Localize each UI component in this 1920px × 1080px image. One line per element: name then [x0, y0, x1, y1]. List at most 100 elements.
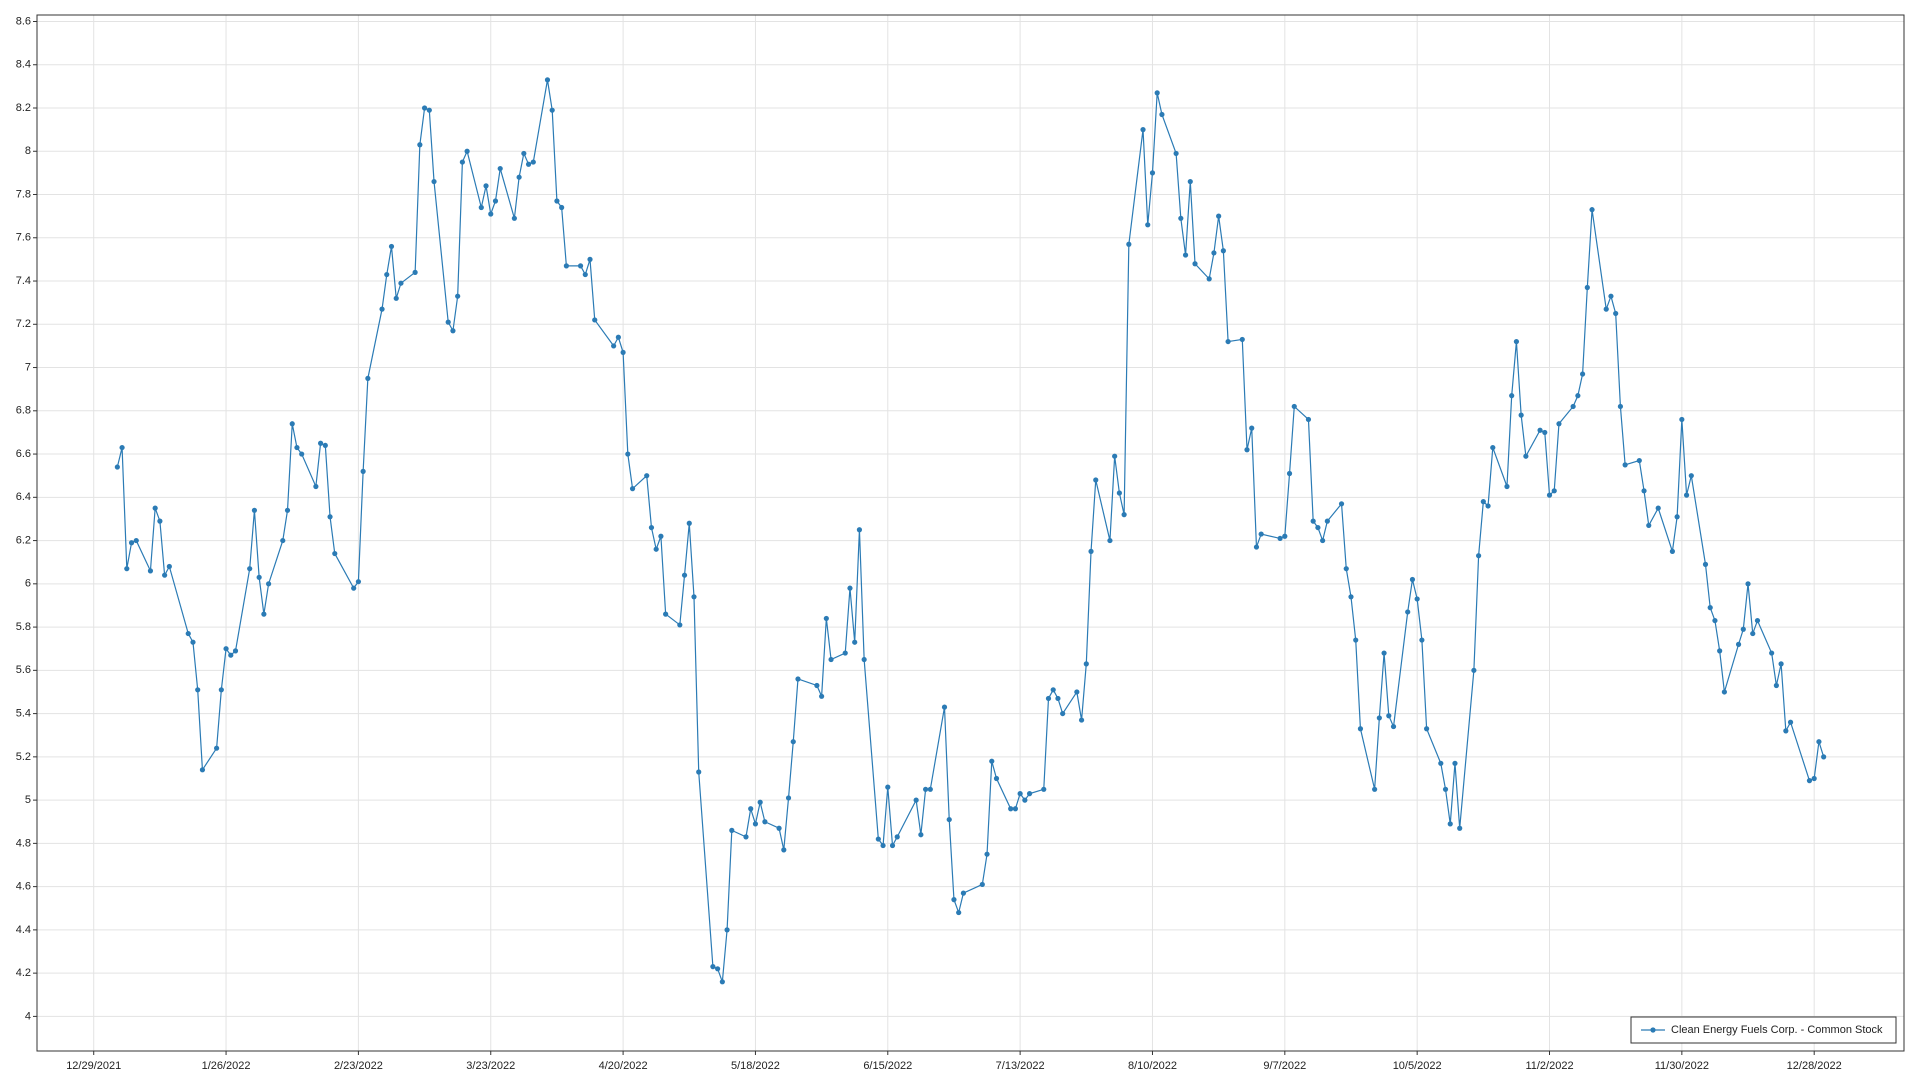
data-point: [162, 572, 168, 578]
data-point: [1556, 421, 1562, 427]
data-point: [1405, 609, 1411, 615]
data-point: [1679, 416, 1685, 423]
data-point: [1683, 492, 1690, 498]
data-point: [1570, 403, 1576, 410]
data-point: [1509, 393, 1515, 399]
data-point: [785, 795, 792, 801]
data-point: [1513, 338, 1520, 345]
data-point: [1008, 806, 1014, 812]
data-point: [979, 881, 985, 888]
data-point: [1773, 682, 1779, 689]
data-point: [941, 704, 948, 710]
data-point: [1688, 473, 1694, 479]
data-point: [388, 243, 395, 250]
y-tick-label: 7.4: [16, 275, 31, 287]
data-point: [1017, 791, 1023, 797]
data-point: [828, 656, 834, 663]
data-point: [1646, 522, 1652, 529]
data-point: [790, 739, 796, 745]
data-point: [913, 797, 919, 803]
data-point: [1012, 806, 1019, 812]
data-point: [757, 799, 763, 805]
data-point: [266, 581, 272, 587]
data-point: [1636, 457, 1642, 464]
data-point: [677, 622, 683, 628]
data-point: [681, 572, 688, 578]
x-tick-label: 7/13/2022: [996, 1060, 1045, 1072]
data-point: [459, 159, 465, 165]
data-point: [360, 468, 366, 474]
data-point: [1244, 447, 1250, 453]
data-point: [1083, 661, 1089, 667]
data-point: [686, 520, 692, 526]
data-point: [365, 375, 371, 381]
data-point: [922, 786, 929, 792]
data-point: [147, 568, 154, 574]
data-point: [1126, 241, 1132, 247]
data-point: [1603, 306, 1609, 312]
data-point: [1674, 514, 1680, 520]
data-point: [989, 758, 995, 764]
data-point: [1291, 403, 1297, 410]
data-point: [355, 579, 362, 585]
data-point: [1740, 626, 1746, 632]
data-point: [842, 650, 848, 656]
data-point: [1353, 637, 1359, 643]
y-tick-label: 4.6: [16, 881, 31, 893]
data-point: [1338, 501, 1345, 507]
data-point: [1721, 689, 1727, 695]
data-point: [1787, 719, 1794, 725]
data-point: [1145, 222, 1151, 228]
data-point: [450, 328, 456, 334]
data-point: [497, 165, 503, 172]
x-tick-label: 12/29/2021: [66, 1060, 121, 1072]
data-point: [653, 546, 659, 552]
data-point: [1107, 537, 1113, 544]
data-point: [1182, 252, 1189, 258]
data-point: [715, 966, 721, 972]
data-point: [289, 421, 295, 427]
data-point: [1707, 605, 1713, 611]
y-tick-label: 4.8: [16, 837, 31, 849]
data-point: [256, 574, 262, 580]
data-point: [218, 687, 224, 693]
data-point: [781, 847, 787, 853]
data-point: [1613, 310, 1619, 317]
data-point: [1476, 553, 1482, 559]
data-point: [421, 105, 428, 111]
data-point: [918, 832, 924, 838]
data-point: [322, 442, 328, 449]
data-point: [729, 827, 735, 833]
data-point: [724, 927, 730, 933]
data-point: [313, 483, 319, 490]
data-point: [861, 656, 867, 663]
data-point: [1187, 178, 1193, 185]
data-point: [455, 293, 461, 299]
data-point: [1783, 728, 1789, 734]
data-point: [1149, 170, 1156, 176]
data-point: [946, 816, 952, 823]
data-point: [960, 890, 967, 896]
data-point: [1381, 650, 1387, 656]
data-point: [1041, 786, 1047, 792]
data-point: [284, 507, 291, 513]
data-point: [1060, 710, 1066, 717]
data-point: [1485, 503, 1491, 509]
legend: Clean Energy Fuels Corp. - Common Stock: [1630, 1016, 1897, 1044]
data-point: [332, 550, 338, 557]
data-point: [559, 204, 565, 211]
data-point: [128, 540, 135, 546]
y-tick-label: 8.6: [16, 15, 31, 27]
data-point: [1579, 371, 1586, 377]
legend-label: Clean Energy Fuels Corp. - Common Stock: [1671, 1024, 1883, 1036]
data-point: [1211, 250, 1217, 256]
data-point: [663, 611, 669, 617]
data-point: [889, 842, 896, 849]
data-point: [1286, 470, 1293, 477]
y-tick-label: 7.6: [16, 232, 31, 244]
data-point: [852, 639, 858, 645]
data-point: [1702, 561, 1709, 567]
data-point: [1192, 261, 1198, 267]
data-point: [1074, 689, 1080, 695]
